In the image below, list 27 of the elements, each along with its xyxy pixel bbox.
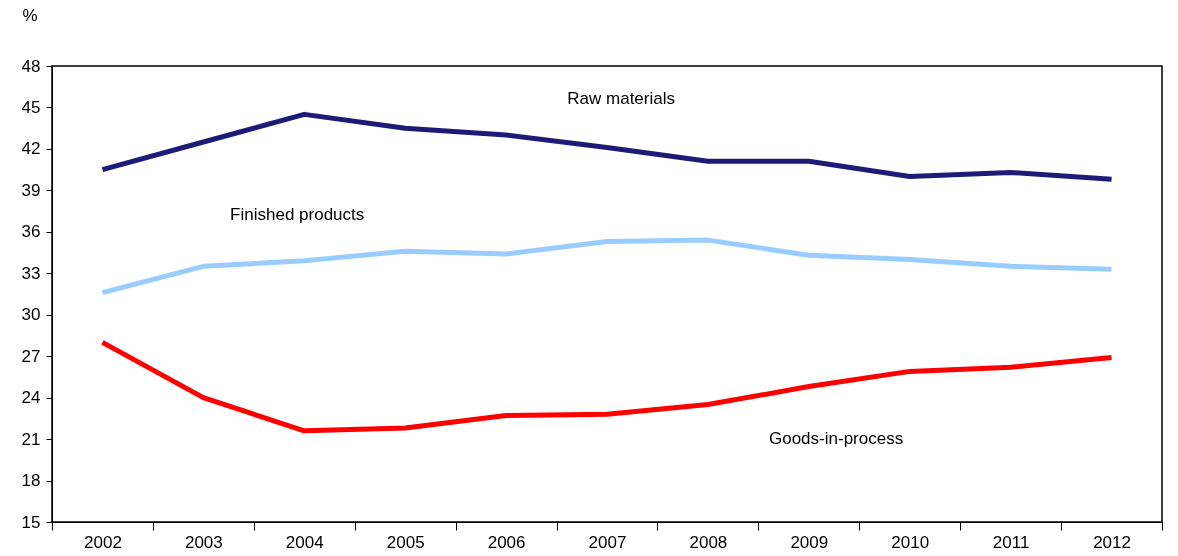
y-tick-label: 21 [21, 429, 41, 449]
text: Raw materials [567, 89, 675, 109]
y-tick-label: 24 [21, 388, 41, 408]
y-tick-label: 30 [21, 305, 41, 325]
x-tick-label: 2003 [184, 532, 223, 552]
x-tick-label: 2010 [891, 532, 930, 552]
y-tick-label: 45 [21, 97, 41, 117]
x-tick-label: 2011 [992, 532, 1030, 552]
y-tick-label: 42 [21, 139, 41, 159]
x-tick-label: 2002 [84, 532, 122, 552]
x-tick-label: 2012 [1093, 532, 1131, 552]
y-tick-label: 15 [21, 512, 41, 532]
series-label: Finished products [230, 205, 365, 225]
x-tick-label: 2006 [487, 532, 526, 552]
x-tick-label: 2007 [588, 532, 627, 552]
x-tick-label: 2004 [285, 532, 324, 552]
x-tick-label: 2008 [689, 532, 728, 552]
y-tick-label: 18 [21, 471, 41, 491]
x-tick-label: 2005 [386, 532, 425, 552]
y-tick-label: 48 [21, 56, 41, 76]
y-tick-label: 39 [21, 180, 41, 200]
text: Goods-in-process [768, 429, 904, 449]
y-tick-label: 36 [21, 222, 41, 242]
y-tick-label: 33 [21, 263, 41, 283]
y-axis-title: % [22, 5, 38, 25]
y-tick-label: 27 [21, 346, 41, 366]
x-tick-label: 2009 [790, 532, 829, 552]
